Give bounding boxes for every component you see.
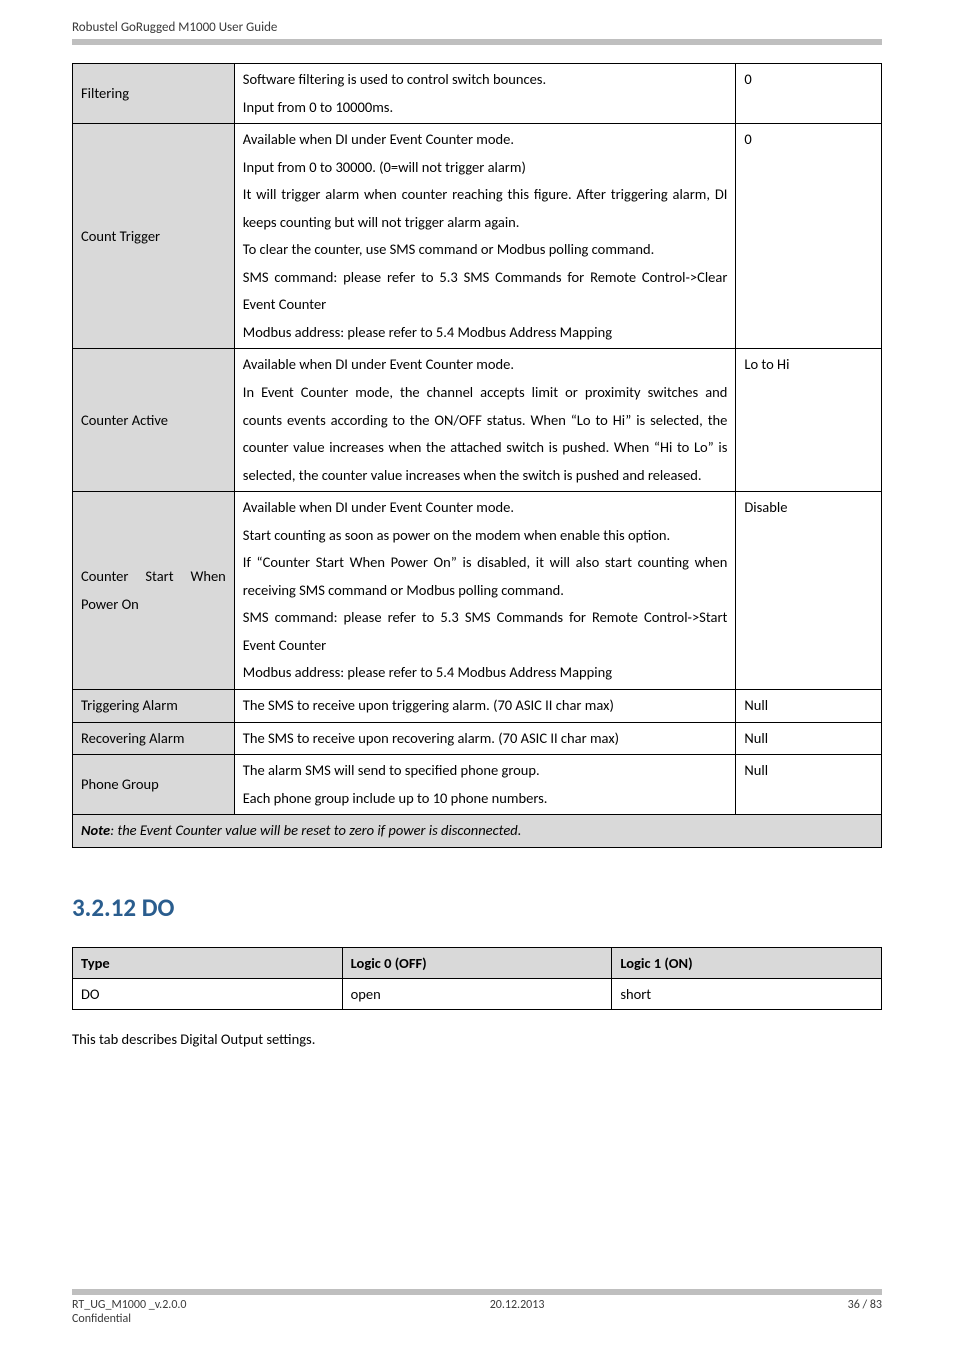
col-header: Logic 1 (ON) [612, 947, 882, 978]
table-row: Filtering Software filtering is used to … [73, 64, 882, 124]
row-label: Filtering [73, 64, 235, 124]
table-note-cell: Note: the Event Counter value will be re… [73, 815, 882, 848]
do-table: Type Logic 0 (OFF) Logic 1 (ON) DO open … [72, 947, 882, 1010]
table-row: Count Trigger Available when DI under Ev… [73, 124, 882, 349]
page-container: Robustel GoRugged M1000 User Guide Filte… [0, 0, 954, 1350]
row-description: The SMS to receive upon recovering alarm… [234, 722, 736, 755]
footer-left2: Confidential [72, 1312, 882, 1326]
table-row: Recovering Alarm The SMS to receive upon… [73, 722, 882, 755]
section-heading: 3.2.12 DO [72, 892, 882, 923]
header-rule [72, 39, 882, 45]
row-description: Available when DI under Event Counter mo… [234, 349, 736, 492]
table-row: Phone Group The alarm SMS will send to s… [73, 755, 882, 815]
footer-right: 36 / 83 [848, 1298, 882, 1312]
note-prefix: Note [81, 821, 110, 839]
table-row: Counter Active Available when DI under E… [73, 349, 882, 492]
row-value: 0 [736, 124, 882, 349]
row-label: Phone Group [73, 755, 235, 815]
body-paragraph: This tab describes Digital Output settin… [72, 1030, 882, 1048]
row-description: Software filtering is used to control sw… [234, 64, 736, 124]
cell: DO [73, 978, 343, 1009]
col-header: Logic 0 (OFF) [342, 947, 612, 978]
row-label: Recovering Alarm [73, 722, 235, 755]
row-value: Lo to Hi [736, 349, 882, 492]
row-label: Triggering Alarm [73, 690, 235, 723]
footer-rule [72, 1289, 882, 1295]
row-value: Null [736, 722, 882, 755]
row-label: Counter Active [73, 349, 235, 492]
row-label: Counter Start When Power On [73, 492, 235, 690]
table-header-row: Type Logic 0 (OFF) Logic 1 (ON) [73, 947, 882, 978]
row-description: The SMS to receive upon triggering alarm… [234, 690, 736, 723]
cell: open [342, 978, 612, 1009]
page-footer: RT_UG_M1000 _v.2.0.0 20.12.2013 36 / 83 … [72, 1289, 882, 1326]
page-header-text: Robustel GoRugged M1000 User Guide [72, 0, 882, 39]
table-row: Triggering Alarm The SMS to receive upon… [73, 690, 882, 723]
footer-left: RT_UG_M1000 _v.2.0.0 [72, 1298, 187, 1312]
row-value: Null [736, 755, 882, 815]
footer-row: RT_UG_M1000 _v.2.0.0 20.12.2013 36 / 83 [72, 1298, 882, 1312]
col-header: Type [73, 947, 343, 978]
footer-center: 20.12.2013 [490, 1298, 545, 1312]
table-row: Counter Start When Power On Available wh… [73, 492, 882, 690]
row-value: Disable [736, 492, 882, 690]
table-note-row: Note: the Event Counter value will be re… [73, 815, 882, 848]
cell: short [612, 978, 882, 1009]
row-label: Count Trigger [73, 124, 235, 349]
row-description: Available when DI under Event Counter mo… [234, 124, 736, 349]
settings-table: Filtering Software filtering is used to … [72, 63, 882, 848]
row-value: 0 [736, 64, 882, 124]
note-text: : the Event Counter value will be reset … [110, 821, 521, 839]
row-description: Available when DI under Event Counter mo… [234, 492, 736, 690]
row-value: Null [736, 690, 882, 723]
row-description: The alarm SMS will send to specified pho… [234, 755, 736, 815]
table-row: DO open short [73, 978, 882, 1009]
